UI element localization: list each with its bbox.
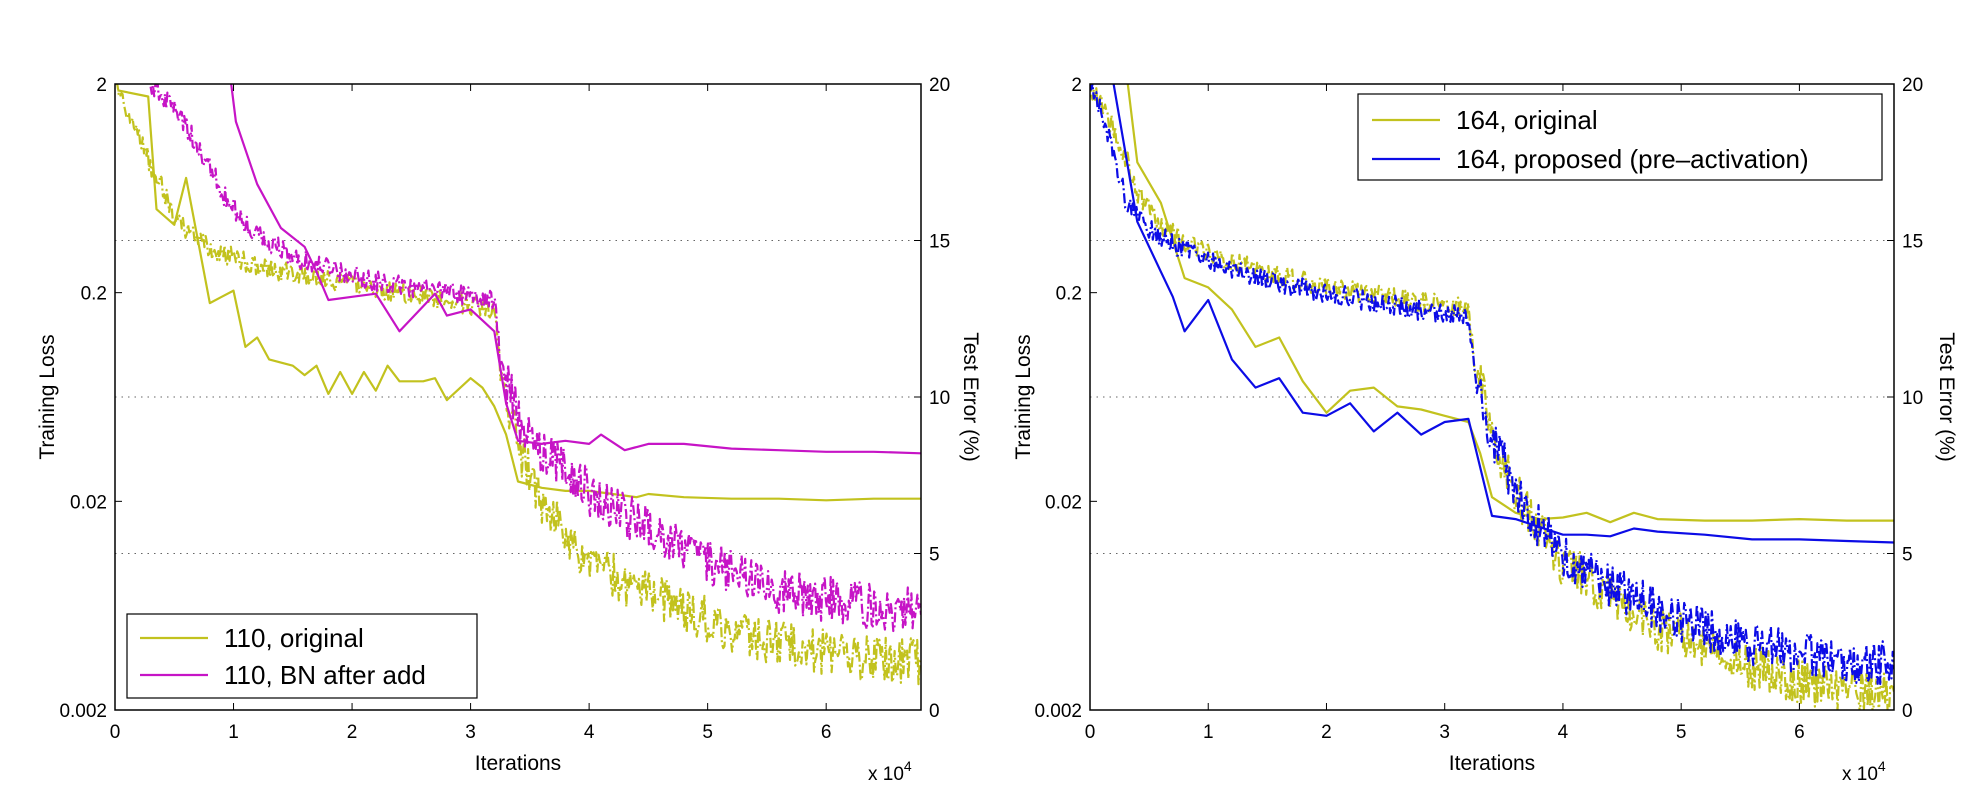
y-right-tick-label: 0 xyxy=(929,701,940,722)
x-tick-label: 5 xyxy=(702,722,713,743)
y-right-tick-label: 20 xyxy=(929,75,950,96)
y-left-tick-label: 0.2 xyxy=(1056,284,1082,305)
loss-curve-164-original xyxy=(1090,84,1894,710)
x-tick-label: 4 xyxy=(584,722,595,743)
x-tick-label: 1 xyxy=(228,722,239,743)
x-tick-label: 0 xyxy=(1085,722,1096,743)
legend-entry-110-bn-after-add: 110, BN after add xyxy=(224,660,426,690)
x-tick-label: 2 xyxy=(347,722,358,743)
legend-box xyxy=(126,613,478,699)
x-axis-label: Iterations xyxy=(475,752,561,775)
y-axis-label-right: Test Error (%) xyxy=(959,332,982,462)
x-tick-label: 2 xyxy=(1321,722,1332,743)
y-left-tick-label: 0.02 xyxy=(1045,492,1082,513)
legend-box xyxy=(1357,93,1883,181)
x-tick-label: 3 xyxy=(465,722,476,743)
y-right-tick-label: 5 xyxy=(1902,545,1913,566)
x-axis-multiplier: x 104 xyxy=(868,758,912,785)
y-right-tick-label: 20 xyxy=(1902,75,1923,96)
y-right-tick-label: 0 xyxy=(1902,701,1913,722)
legend: 164, original 164, proposed (pre–activat… xyxy=(1357,93,1883,181)
grid-lines xyxy=(1090,240,1894,554)
loss-curve-110-original xyxy=(115,84,921,686)
y-left-tick-label: 0.2 xyxy=(81,284,107,305)
x-tick-label: 6 xyxy=(1794,722,1805,743)
y-right-tick-label: 10 xyxy=(1902,388,1923,409)
data-curves xyxy=(1090,84,1894,710)
y-axis-label-left: Training Loss xyxy=(36,334,59,459)
y-left-tick-label: 0.002 xyxy=(1034,701,1082,722)
legend: 110, original 110, BN after add xyxy=(126,613,478,699)
y-right-tick-label: 15 xyxy=(929,232,950,253)
y-axis-label-right: Test Error (%) xyxy=(1935,332,1958,462)
legend-entry-110-original: 110, original xyxy=(224,623,364,653)
x-tick-label: 1 xyxy=(1203,722,1214,743)
y-left-tick-label: 2 xyxy=(96,75,107,96)
y-right-tick-label: 10 xyxy=(929,388,950,409)
loss-curve-164-proposed-pre-activation xyxy=(1090,84,1894,686)
x-tick-label: 5 xyxy=(1676,722,1687,743)
x-axis-multiplier: x 104 xyxy=(1842,758,1886,785)
legend-entry-164-proposed: 164, proposed (pre–activation) xyxy=(1456,144,1809,174)
y-left-tick-label: 2 xyxy=(1071,75,1082,96)
data-curves xyxy=(115,84,921,686)
y-left-tick-label: 0.02 xyxy=(70,492,107,513)
grid-lines xyxy=(115,240,921,554)
x-tick-label: 6 xyxy=(821,722,832,743)
x-tick-label: 3 xyxy=(1439,722,1450,743)
y-right-tick-label: 5 xyxy=(929,545,940,566)
error-curve-164-proposed-pre-activation xyxy=(1112,84,1894,544)
x-tick-label: 0 xyxy=(110,722,121,743)
x-multiplier-base: x 10 xyxy=(1842,764,1878,785)
error-curve-110-bn-after-add xyxy=(230,84,921,455)
x-tick-label: 4 xyxy=(1558,722,1569,743)
y-axis-label-left: Training Loss xyxy=(1012,334,1035,459)
x-multiplier-base: x 10 xyxy=(868,764,904,785)
legend-entry-164-original: 164, original xyxy=(1456,105,1598,135)
error-curve-164-original xyxy=(1126,84,1894,524)
x-axis-label: Iterations xyxy=(1449,752,1535,775)
x-multiplier-exponent: 4 xyxy=(1878,758,1886,774)
x-multiplier-exponent: 4 xyxy=(904,758,912,774)
loss-curve-110-bn-after-add xyxy=(149,84,921,633)
y-right-tick-label: 15 xyxy=(1902,232,1923,253)
y-left-tick-label: 0.002 xyxy=(59,701,107,722)
